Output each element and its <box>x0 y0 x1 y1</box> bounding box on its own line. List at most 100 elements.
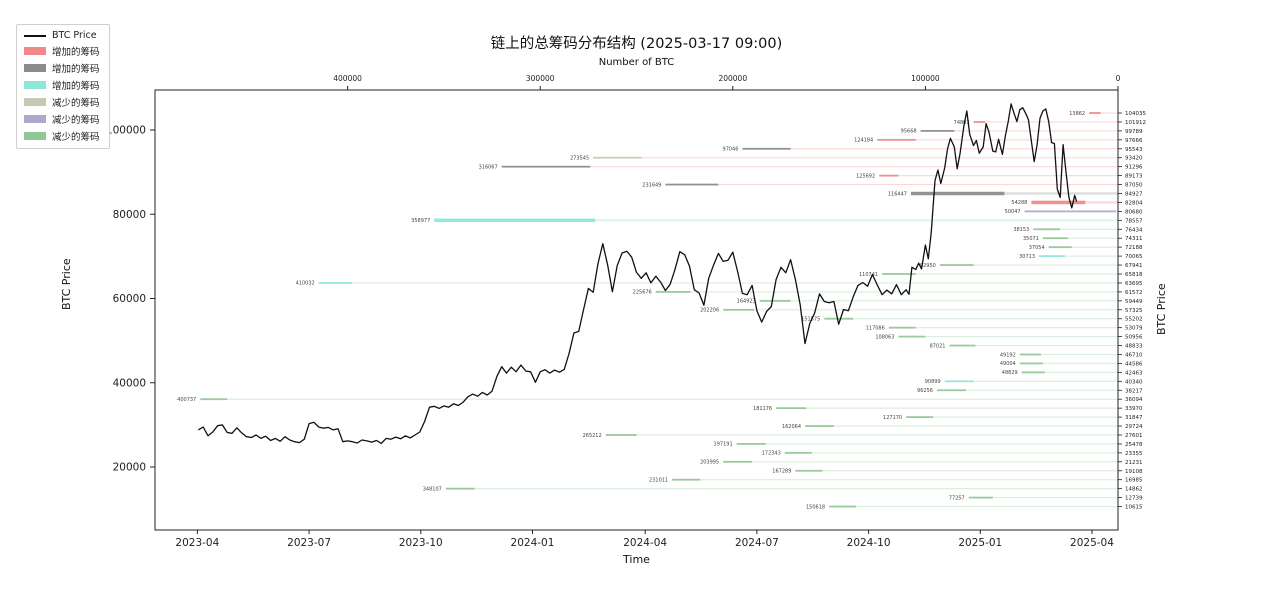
bar-amount-label: 202206 <box>700 308 719 314</box>
distribution-bar-tail <box>915 273 1118 275</box>
bar-amount-label: 164923 <box>737 299 756 305</box>
distribution-bar <box>1042 237 1068 240</box>
right-tick-label: 82804 <box>1125 200 1143 206</box>
distribution-bar <box>829 505 857 508</box>
right-tick-label: 40340 <box>1125 379 1143 385</box>
bar-amount-label: 49004 <box>1000 361 1016 367</box>
legend-label: 减少的筹码 <box>52 115 100 126</box>
bar-amount-label: 127170 <box>883 415 902 421</box>
bar-amount-label: 400737 <box>177 397 196 403</box>
right-tick-label: 101912 <box>1125 120 1146 126</box>
right-tick-label: 57325 <box>1125 308 1143 314</box>
right-tick-label: 36094 <box>1125 397 1143 403</box>
distribution-bar-tail <box>753 309 1118 311</box>
distribution-bar <box>968 496 993 499</box>
distribution-bar <box>501 165 591 168</box>
legend-label: 减少的筹码 <box>52 132 100 143</box>
right-tick-label: 63695 <box>1125 281 1143 287</box>
right-tick-label: 59449 <box>1125 299 1143 305</box>
right-tick-label: 104035 <box>1125 111 1146 117</box>
bar-amount-label: 49192 <box>1000 352 1016 358</box>
distribution-bar <box>1031 200 1086 205</box>
distribution-bar <box>655 290 691 293</box>
distribution-bar-tail <box>765 443 1118 445</box>
distribution-bar-tail <box>915 139 1118 141</box>
patch-swatch-icon <box>24 81 46 89</box>
patch-swatch-icon <box>24 115 46 123</box>
right-tick-label: 19108 <box>1125 469 1143 475</box>
right-tick-label: 99789 <box>1125 129 1143 135</box>
right-tick-label: 12739 <box>1125 496 1143 502</box>
top-tick-label: 0 <box>1116 74 1121 83</box>
distribution-bar-tail <box>856 505 1118 508</box>
right-tick-label: 93420 <box>1125 156 1143 162</box>
legend: BTC Price 增加的筹码 增加的筹码 增加的筹码 减少的筹码 减少的筹码 减少的筹码 <box>16 24 110 149</box>
y-tick-label: 100000 <box>106 125 146 137</box>
distribution-bar-tail <box>933 416 1118 418</box>
distribution-bar <box>723 460 753 463</box>
distribution-bar-tail <box>1100 112 1118 114</box>
distribution-bar <box>1033 228 1061 231</box>
bar-amount-label: 167289 <box>772 469 791 475</box>
bar-amount-label: 172343 <box>762 451 781 457</box>
distribution-bar <box>888 326 916 329</box>
right-tick-label: 53079 <box>1125 326 1143 332</box>
distribution-bar <box>1039 255 1066 258</box>
bar-amount-label: 273545 <box>570 156 589 162</box>
distribution-bar <box>593 156 642 159</box>
btc-price-line <box>197 103 1078 445</box>
distribution-bar-tail <box>1004 192 1118 195</box>
distribution-bar <box>776 407 806 410</box>
x-tick-label: 2023-04 <box>175 537 219 549</box>
bar-amount-label: 197191 <box>714 442 733 448</box>
distribution-bar-tail <box>992 496 1118 499</box>
distribution-bar <box>318 282 353 284</box>
distribution-bar-tail <box>641 157 1118 159</box>
y-tick-label: 40000 <box>113 377 146 389</box>
bar-amount-label: 124184 <box>854 138 873 144</box>
distribution-bar <box>200 398 228 401</box>
distribution-bar-tail <box>790 300 1118 302</box>
distribution-bar-tail <box>352 282 1118 284</box>
distribution-bar-tail <box>805 407 1118 409</box>
right-tick-label: 48833 <box>1125 344 1143 350</box>
right-tick-label: 29724 <box>1125 424 1143 430</box>
right-tick-label: 25478 <box>1125 442 1143 448</box>
distribution-bar-tail <box>954 130 1118 132</box>
right-tick-label: 23355 <box>1125 451 1143 457</box>
right-tick-label: 72188 <box>1125 245 1143 251</box>
distribution-bar <box>939 264 974 266</box>
distribution-bar-tail <box>718 183 1118 186</box>
distribution-bar-tail <box>811 452 1118 454</box>
distribution-bar-tail <box>898 175 1118 177</box>
distribution-bar <box>877 138 916 141</box>
bar-amount-label: 87021 <box>930 343 946 349</box>
x-tick-label: 2024-01 <box>511 537 555 549</box>
bar-amount-label: 348107 <box>423 486 442 492</box>
top-tick-label: 300000 <box>526 74 555 83</box>
distribution-bar <box>920 129 955 132</box>
distribution-bar <box>805 425 834 427</box>
distribution-bar <box>824 317 854 320</box>
right-tick-label: 76434 <box>1125 227 1143 233</box>
distribution-bar-tail <box>1060 228 1118 230</box>
distribution-bar <box>1089 112 1101 114</box>
right-tick-label: 14862 <box>1125 487 1143 493</box>
bar-amount-label: 95668 <box>901 129 917 135</box>
bar-amount-label: 97046 <box>723 147 739 153</box>
distribution-bar <box>784 451 812 454</box>
distribution-bar <box>434 218 596 223</box>
right-tick-label: 95543 <box>1125 147 1143 153</box>
bar-amount-label: 231011 <box>649 477 668 483</box>
distribution-bar-tail <box>833 425 1118 427</box>
bar-amount-label: 30713 <box>1019 254 1035 260</box>
distribution-bar-tail <box>590 166 1118 168</box>
patch-swatch-icon <box>24 47 46 55</box>
right-tick-label: 33970 <box>1125 406 1143 412</box>
legend-label: 增加的筹码 <box>52 81 100 92</box>
distribution-bar <box>1019 362 1043 365</box>
distribution-bar <box>736 443 766 445</box>
bar-amount-label: 50047 <box>1005 209 1021 215</box>
distribution-bar-tail <box>474 488 1118 490</box>
